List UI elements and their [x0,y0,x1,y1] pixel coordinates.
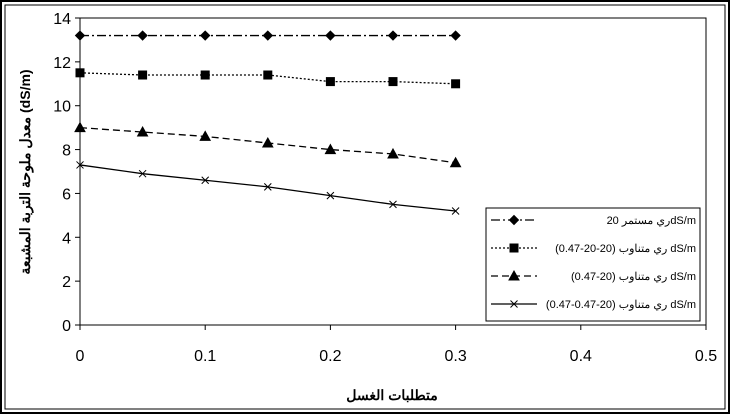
series [74,121,462,168]
y-tick-label: 8 [62,143,71,160]
y-tick-label: 10 [53,99,71,116]
data-point [326,191,335,200]
data-point [509,243,519,253]
data-point [75,68,85,78]
data-point [387,30,399,41]
x-axis: 0 0.1 0.2 0.3 0.4 0.5 [76,325,717,365]
data-point [451,207,460,215]
series [76,161,460,215]
y-tick-label: 6 [62,186,71,203]
y-axis: 0 2 4 6 8 10 12 14 [53,11,80,335]
legend-label: ري متناوب (20-0.47) dS/m [571,271,696,283]
x-tick-label: 0.4 [570,348,592,365]
y-axis-label: معدل ملوحة التربة المشبعة (dS/m) [17,69,34,274]
x-tick-label: 0.2 [319,348,341,365]
series-layer [74,30,462,215]
legend: ري مستمر 20dS/m ري متناوب (20-20-0.47) dS… [485,207,701,322]
data-point [389,200,397,209]
data-point [324,143,337,155]
legend-item: ري متناوب (20-0.47) dS/m [491,269,696,283]
data-point [201,176,210,185]
data-point [263,182,272,191]
series [74,30,461,41]
data-point [136,125,149,137]
data-point [388,77,398,87]
series [75,68,461,89]
x-tick-label: 0 [76,348,85,365]
data-point [74,30,86,41]
x-tick-label: 0.3 [444,348,466,365]
x-axis-label: متطلبات الغسل [346,387,437,403]
data-point [449,156,462,168]
data-point [200,70,210,80]
data-point [263,70,273,80]
data-point [262,30,274,41]
data-point [510,300,518,308]
legend-label: ري متناوب (20-0.47-0.47) dS/m [546,299,696,311]
data-point [199,130,212,141]
data-point [137,30,148,41]
y-tick-label: 4 [62,230,71,247]
x-tick-label: 0.1 [194,348,216,365]
data-point [199,30,211,41]
y-tick-label: 0 [62,318,71,335]
x-tick-label: 0.5 [695,348,717,365]
data-point [74,121,86,133]
data-point [76,161,84,169]
legend-item: ري متناوب (20-20-0.47) dS/m [491,243,696,255]
data-point [138,169,147,178]
y-tick-label: 14 [53,11,71,28]
data-point [261,136,274,148]
data-point [325,77,335,87]
inner-frame [4,4,726,410]
data-point [325,30,336,41]
data-point [508,269,520,281]
legend-item: ري متناوب (20-0.47-0.47) dS/m [491,299,696,311]
data-point [387,147,399,159]
legend-box [485,207,701,322]
data-point [450,30,461,41]
data-point [138,70,148,80]
y-tick-label: 2 [62,274,71,291]
legend-label: ري متناوب (20-20-0.47) dS/m [555,243,696,255]
data-point [451,79,461,89]
legend-label: ري مستمر 20dS/m [607,215,696,227]
y-tick-label: 12 [53,55,71,72]
data-point [508,214,520,226]
legend-item: ري مستمر 20dS/m [491,214,696,227]
